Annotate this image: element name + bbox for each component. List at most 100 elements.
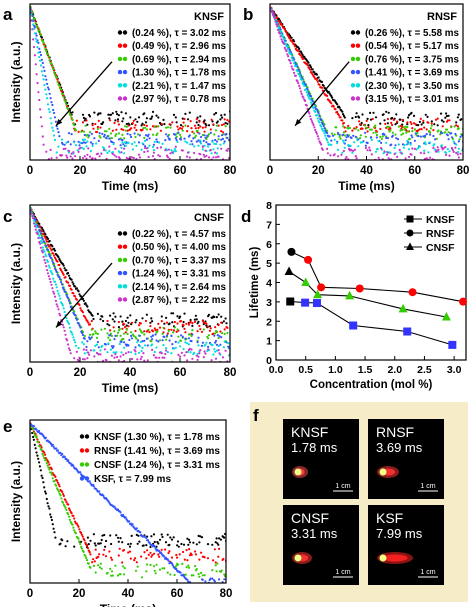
data-point: [293, 71, 296, 74]
data-point: [54, 475, 57, 478]
data-point: [314, 110, 317, 113]
data-point: [369, 111, 372, 114]
data-point: [98, 542, 101, 545]
data-point: [213, 548, 216, 551]
data-point: [77, 290, 80, 293]
data-point: [43, 235, 46, 238]
data-point: [293, 43, 296, 46]
data-point: [219, 143, 222, 146]
data-point: [67, 281, 70, 284]
data-point: [355, 112, 358, 115]
data-point: [59, 542, 62, 545]
data-point: [313, 71, 316, 74]
data-point: [445, 114, 449, 118]
data-point: [137, 133, 140, 136]
data-point: [88, 323, 92, 326]
data-point: [427, 121, 430, 124]
data-point: [396, 138, 400, 141]
data-point: [81, 331, 84, 335]
data-point: [138, 540, 141, 543]
data-point: [35, 428, 38, 431]
data-point: [128, 545, 132, 548]
data-point: [62, 501, 65, 504]
data-point: [407, 148, 411, 151]
data-point: [284, 266, 294, 275]
data-point: [115, 128, 118, 131]
data-point: [122, 548, 126, 552]
data-point: [96, 125, 99, 129]
data-point: [107, 336, 110, 339]
data-point: [81, 121, 85, 124]
data-point: [130, 534, 133, 538]
data-point: [95, 351, 99, 355]
data-point: [55, 270, 58, 273]
data-point: [53, 474, 56, 477]
data-point: [92, 533, 95, 536]
data-point: [301, 53, 304, 57]
legend-marker: [117, 96, 123, 101]
data-point: [436, 117, 439, 120]
x-tick-label: 0.5: [298, 364, 313, 376]
data-point: [379, 122, 382, 125]
data-point: [125, 156, 128, 159]
data-point: [81, 358, 85, 361]
data-point: [187, 564, 190, 567]
data-point: [405, 129, 408, 132]
data-point: [151, 320, 154, 323]
data-point: [41, 476, 44, 480]
data-point: [293, 45, 297, 48]
data-point: [121, 141, 124, 144]
data-point: [158, 326, 162, 329]
data-point: [51, 126, 54, 129]
data-point: [54, 283, 58, 286]
data-point: [35, 226, 38, 229]
data-point: [48, 266, 51, 269]
data-point: [69, 143, 72, 146]
data-point: [53, 138, 57, 141]
data-point: [321, 148, 324, 151]
data-point: [181, 117, 184, 120]
legend-marker: [122, 30, 128, 35]
data-point: [398, 303, 408, 313]
data-point: [55, 286, 58, 289]
data-point: [52, 527, 55, 530]
legend-label: (2.87 %), τ = 2.22 ms: [132, 295, 227, 306]
data-point: [117, 123, 120, 126]
data-point: [44, 75, 47, 78]
data-point: [188, 143, 191, 146]
panel-title: RNSF: [427, 11, 457, 23]
data-point: [86, 153, 89, 156]
data-point: [173, 320, 176, 324]
data-point: [109, 332, 113, 335]
data-point: [448, 154, 451, 157]
data-point: [452, 150, 455, 153]
data-point: [73, 529, 76, 532]
red-glow-core: [382, 554, 408, 562]
data-point: [130, 156, 134, 159]
data-point: [300, 92, 303, 95]
data-point: [57, 131, 60, 134]
x-tick-label: 20: [73, 588, 86, 600]
data-point: [180, 351, 183, 354]
data-point: [433, 143, 436, 146]
data-point: [35, 34, 38, 37]
data-point: [72, 464, 75, 468]
data-point: [326, 141, 329, 144]
data-point: [43, 240, 46, 243]
laser-spot: [294, 468, 302, 476]
data-point: [104, 539, 108, 543]
data-point: [183, 312, 186, 315]
data-point: [67, 271, 70, 275]
data-point: [202, 121, 205, 124]
legend-label: KSF, τ = 7.99 ms: [94, 474, 171, 485]
data-point: [127, 351, 130, 354]
data-point: [49, 97, 52, 100]
data-point: [140, 355, 143, 358]
data-point: [39, 242, 42, 245]
data-point: [193, 151, 196, 155]
data-point: [217, 135, 220, 138]
data-point: [134, 118, 137, 121]
data-point: [152, 565, 156, 568]
data-point: [122, 353, 125, 356]
